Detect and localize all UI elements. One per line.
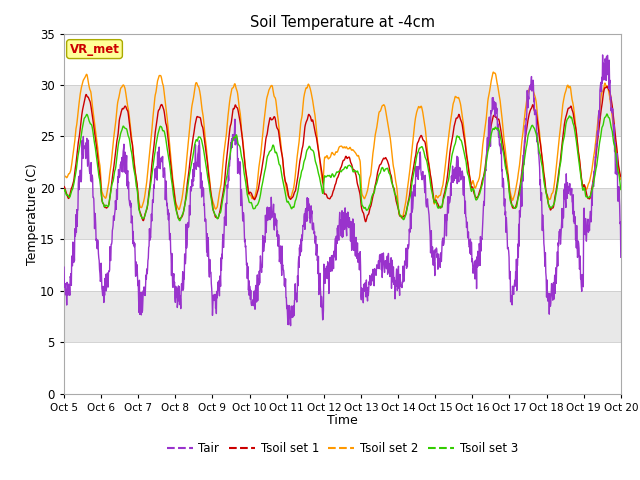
Legend: Tair, Tsoil set 1, Tsoil set 2, Tsoil set 3: Tair, Tsoil set 1, Tsoil set 2, Tsoil se…	[162, 437, 523, 460]
Tair	[278, 263, 286, 269]
Tsoil set 2	[490, 69, 497, 75]
Tsoil set 2	[292, 165, 300, 171]
Y-axis label: Temperature (C): Temperature (C)	[26, 163, 38, 264]
Line: Tair: Tair	[64, 55, 621, 326]
Bar	[64, 85, 621, 136]
Text: VR_met: VR_met	[70, 43, 120, 56]
Tair	[568, 186, 575, 192]
Tair	[292, 297, 300, 302]
Tsoil set 2	[397, 216, 405, 221]
Tsoil set 2	[520, 117, 528, 123]
Tsoil set 2	[278, 155, 286, 161]
X-axis label: Time: Time	[327, 414, 358, 427]
Tsoil set 3	[520, 161, 527, 167]
Tair	[428, 254, 436, 260]
Tsoil set 1	[60, 184, 68, 190]
Tsoil set 2	[60, 171, 68, 177]
Tsoil set 3	[176, 218, 184, 224]
Line: Tsoil set 2: Tsoil set 2	[64, 72, 621, 218]
Tsoil set 1	[617, 173, 625, 179]
Bar	[64, 240, 621, 291]
Tair	[599, 52, 607, 58]
Tair	[183, 242, 191, 248]
Bar	[64, 342, 621, 394]
Tsoil set 2	[617, 177, 625, 182]
Tsoil set 3	[603, 111, 611, 117]
Tsoil set 2	[183, 154, 191, 159]
Tair	[520, 162, 527, 168]
Tsoil set 3	[60, 188, 68, 194]
Line: Tsoil set 1: Tsoil set 1	[64, 86, 621, 222]
Tsoil set 1	[292, 185, 300, 191]
Tsoil set 2	[428, 188, 436, 193]
Tsoil set 1	[520, 151, 527, 156]
Tsoil set 3	[568, 115, 575, 120]
Bar	[64, 291, 621, 342]
Tsoil set 3	[428, 190, 436, 195]
Bar	[64, 188, 621, 240]
Tsoil set 3	[184, 187, 191, 192]
Tsoil set 1	[183, 184, 191, 190]
Tair	[60, 264, 68, 270]
Tsoil set 1	[428, 184, 436, 190]
Line: Tsoil set 3: Tsoil set 3	[64, 114, 621, 221]
Bar	[64, 34, 621, 85]
Tsoil set 3	[292, 195, 300, 201]
Tsoil set 3	[279, 178, 287, 183]
Tsoil set 1	[278, 155, 286, 160]
Tair	[287, 323, 294, 329]
Tsoil set 3	[617, 187, 625, 192]
Tsoil set 1	[568, 106, 575, 111]
Tsoil set 2	[568, 97, 576, 103]
Tair	[617, 254, 625, 260]
Bar	[64, 136, 621, 188]
Tsoil set 1	[603, 84, 611, 89]
Title: Soil Temperature at -4cm: Soil Temperature at -4cm	[250, 15, 435, 30]
Tsoil set 1	[362, 219, 369, 225]
